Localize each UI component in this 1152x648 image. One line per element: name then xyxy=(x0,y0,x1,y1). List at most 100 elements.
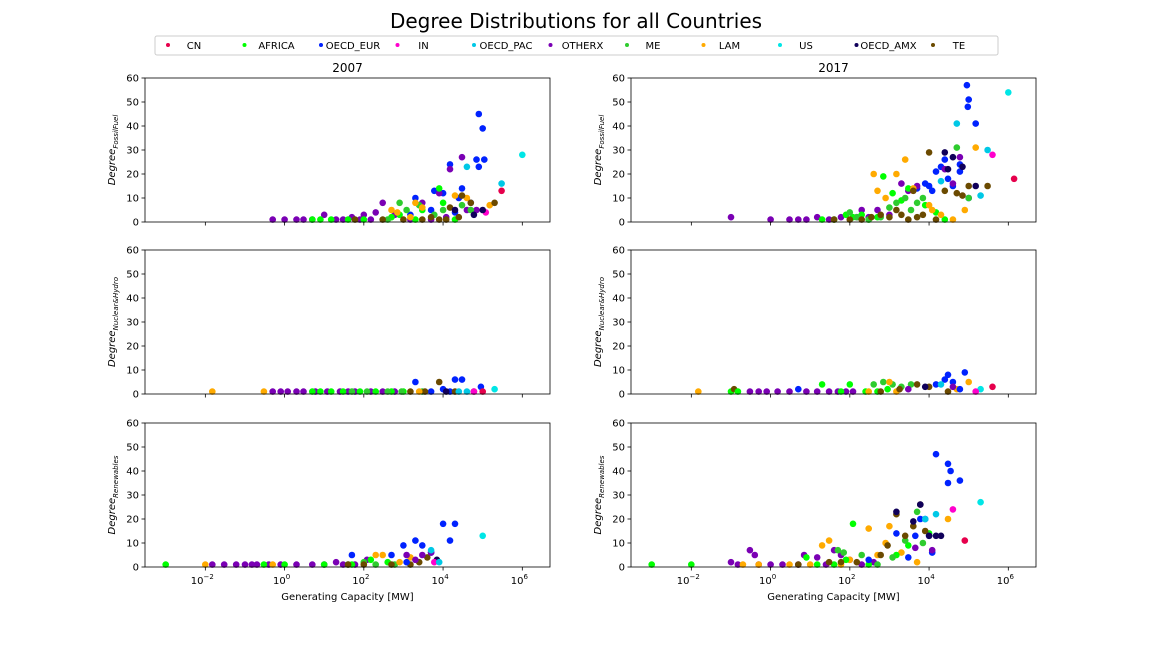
data-point-te xyxy=(898,211,905,219)
data-point-lam xyxy=(818,542,826,549)
legend-marker-oecd_eur xyxy=(319,43,323,47)
data-point-oecd_pac xyxy=(921,515,929,523)
data-point-te xyxy=(846,216,854,223)
data-point-otherx xyxy=(813,213,821,221)
y-tick-label: 20 xyxy=(612,342,625,353)
data-point-me xyxy=(870,381,877,388)
data-point-lam xyxy=(739,561,747,568)
data-point-cn xyxy=(479,388,487,395)
data-point-otherx xyxy=(339,561,347,568)
data-point-us xyxy=(1005,89,1012,96)
data-point-africa xyxy=(367,556,375,564)
data-point-otherx xyxy=(825,216,833,223)
data-point-oecd_eur xyxy=(944,460,952,468)
data-point-me xyxy=(965,194,972,202)
data-point-oecd_pac xyxy=(932,510,940,518)
data-point-te xyxy=(351,216,359,223)
data-point-otherx xyxy=(446,165,454,173)
data-point-otherx xyxy=(755,388,762,395)
data-point-lam xyxy=(372,551,380,559)
data-point-oecd_eur xyxy=(403,558,410,566)
data-point-te xyxy=(932,216,940,223)
data-point-africa xyxy=(320,561,328,568)
data-point-te xyxy=(795,561,802,568)
data-point-me xyxy=(889,554,896,561)
data-point-otherx xyxy=(232,561,240,568)
x-tick-label: 104 xyxy=(431,573,449,587)
data-point-lam xyxy=(898,549,905,556)
data-point-otherx xyxy=(277,388,285,395)
data-point-lam xyxy=(825,537,833,544)
data-point-me xyxy=(901,537,909,544)
data-point-te xyxy=(877,388,884,395)
data-point-lam xyxy=(865,525,872,532)
data-point-otherx xyxy=(898,180,905,187)
data-point-te xyxy=(421,388,429,395)
data-point-africa xyxy=(360,216,368,223)
data-point-africa xyxy=(344,216,352,223)
data-point-oecd_eur xyxy=(963,81,971,89)
data-point-otherx xyxy=(767,216,774,223)
data-point-otherx xyxy=(928,546,936,554)
data-point-lam xyxy=(893,170,900,178)
data-point-in xyxy=(989,151,996,159)
data-point-otherx xyxy=(795,216,802,223)
x-tick-label: 100 xyxy=(273,573,290,587)
y-tick-label: 40 xyxy=(612,467,625,478)
data-point-otherx xyxy=(858,206,865,214)
data-point-oecd_eur xyxy=(893,530,900,537)
data-point-africa xyxy=(905,185,912,192)
data-point-otherx xyxy=(253,561,261,568)
legend-marker-oecd_amx xyxy=(854,43,859,47)
data-point-te xyxy=(467,199,475,207)
data-point-africa xyxy=(317,216,324,223)
data-point-otherx xyxy=(746,546,754,554)
data-point-oecd_amx xyxy=(972,182,979,190)
data-point-lam xyxy=(388,206,395,214)
legend-marker-lam xyxy=(701,43,706,47)
data-point-oecd_amx xyxy=(470,211,478,219)
scatter-points xyxy=(727,81,1018,223)
y-tick-label: 0 xyxy=(619,218,625,229)
data-point-oecd_eur xyxy=(348,551,356,559)
data-point-otherx xyxy=(379,199,387,207)
data-point-lam xyxy=(865,388,872,395)
data-point-te xyxy=(837,558,845,566)
data-point-in xyxy=(470,388,478,395)
y-tick-label: 40 xyxy=(126,122,139,133)
data-point-otherx xyxy=(825,388,833,395)
data-point-te xyxy=(953,189,961,197)
data-point-otherx xyxy=(874,206,881,214)
data-point-otherx xyxy=(241,561,249,568)
data-point-us xyxy=(491,385,498,393)
data-point-lam xyxy=(944,515,952,523)
data-point-me xyxy=(874,561,881,568)
data-point-te xyxy=(965,182,972,190)
y-tick-label: 20 xyxy=(612,515,625,526)
data-point-me xyxy=(919,194,927,202)
data-point-te xyxy=(877,551,884,559)
data-point-otherx xyxy=(309,561,316,568)
y-tick-label: 0 xyxy=(133,390,139,401)
data-point-te xyxy=(455,213,463,221)
data-point-te xyxy=(446,204,454,211)
data-point-te xyxy=(910,522,917,530)
y-tick-label: 60 xyxy=(612,74,625,85)
legend-label-cn: CN xyxy=(187,41,201,52)
panel-r0-c0: 0 10 20 30 40 50 60 2007 DegreeFossilFuel xyxy=(107,61,551,229)
data-point-oecd_amx xyxy=(925,532,933,540)
data-point-africa xyxy=(327,216,335,223)
data-point-te xyxy=(360,561,368,568)
legend: CN AFRICA OECD_EUR IN OECD_PAC OTHERX ME LAM US O… xyxy=(154,35,999,56)
data-point-otherx xyxy=(332,558,340,566)
data-point-oecd_eur xyxy=(865,556,872,564)
data-point-otherx xyxy=(786,216,793,223)
data-point-oecd_eur xyxy=(928,187,936,195)
legend-label-otherx: OTHERX xyxy=(562,41,604,52)
data-point-oecd_eur xyxy=(475,110,483,118)
x-axis-label: Generating Capacity [MW] xyxy=(767,592,899,603)
data-point-oecd_eur xyxy=(451,520,459,528)
y-tick-label: 10 xyxy=(126,366,139,377)
data-point-oecd_eur xyxy=(795,385,802,393)
data-point-oecd_eur xyxy=(473,156,480,163)
